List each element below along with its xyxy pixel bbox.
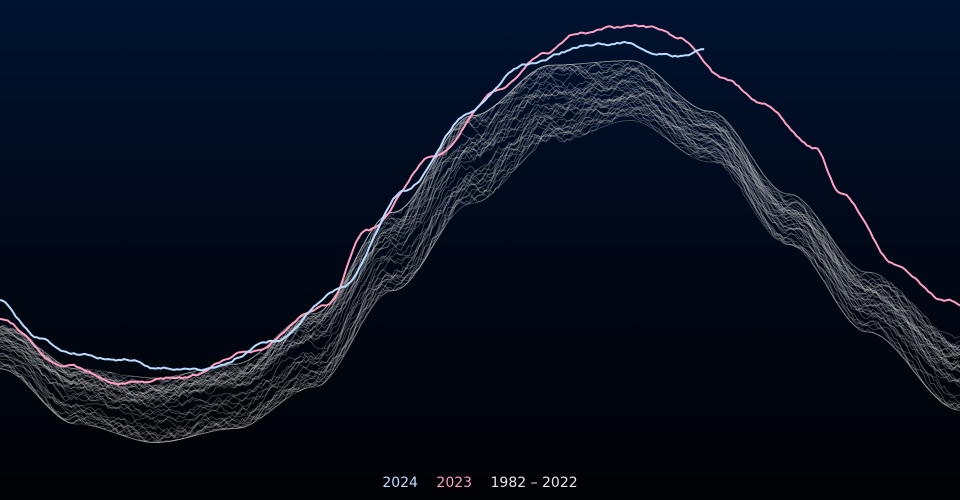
historical-line — [0, 93, 960, 420]
historical-line — [0, 63, 960, 399]
historical-line — [0, 107, 960, 419]
historical-line — [0, 95, 960, 439]
historical-line — [0, 75, 960, 391]
legend-item-historical: 1982 – 2022 — [490, 475, 578, 491]
historical-line — [0, 87, 960, 400]
historical-line — [0, 108, 960, 443]
historical-line — [0, 91, 960, 417]
historical-line — [0, 101, 960, 430]
historical-line — [0, 83, 960, 396]
historical-line — [0, 62, 960, 398]
legend-item-2024: 2024 — [382, 475, 418, 491]
historical-line — [0, 60, 960, 401]
historical-line — [0, 92, 960, 409]
historical-line — [0, 106, 960, 443]
series-line-2024 — [0, 41, 705, 372]
historical-line — [0, 102, 960, 439]
historical-line — [0, 82, 960, 395]
historical-line — [0, 93, 960, 432]
historical-line — [0, 119, 960, 443]
historical-line — [0, 88, 960, 404]
series-line-2023 — [0, 23, 960, 386]
historical-line — [0, 110, 960, 440]
historical-line — [0, 61, 960, 391]
historical-line — [0, 60, 960, 403]
historical-line — [0, 75, 960, 403]
legend: 2024 2023 1982 – 2022 — [0, 474, 960, 492]
highlight-lines-group — [0, 23, 960, 386]
historical-line — [0, 68, 960, 388]
historical-line — [0, 112, 960, 443]
historical-line — [0, 60, 960, 400]
historical-line — [0, 113, 960, 443]
historical-line — [0, 94, 960, 409]
historical-line — [0, 100, 960, 442]
historical-line — [0, 60, 960, 390]
historical-line — [0, 62, 960, 383]
historical-line — [0, 78, 960, 398]
historical-line — [0, 64, 960, 391]
historical-line — [0, 97, 960, 425]
historical-line — [0, 87, 960, 410]
historical-line — [0, 69, 960, 390]
historical-line — [0, 74, 960, 402]
historical-line — [0, 85, 960, 398]
historical-lines-group — [0, 60, 960, 443]
historical-line — [0, 80, 960, 402]
historical-line — [0, 106, 960, 443]
legend-item-2023: 2023 — [436, 475, 473, 491]
